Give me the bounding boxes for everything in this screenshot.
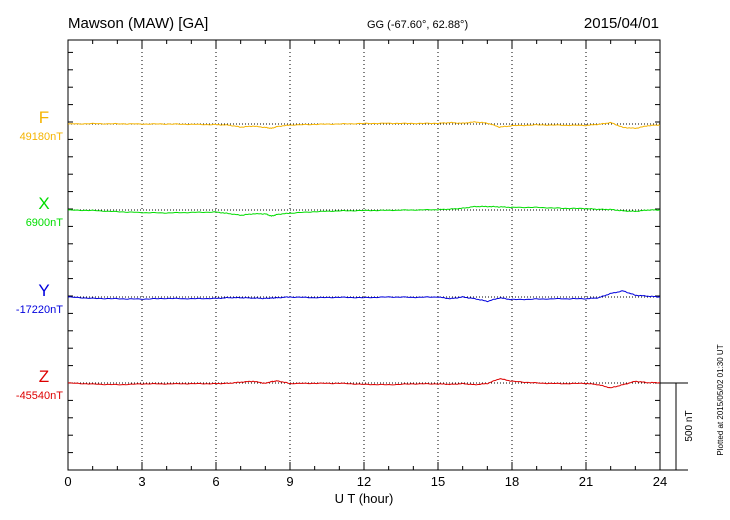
axis-ticks xyxy=(67,40,661,471)
series-lines xyxy=(67,121,661,389)
x-tick-label: 12 xyxy=(357,474,371,489)
plotted-at-note: Plotted at 2015/05/02 01:30 UT xyxy=(716,344,725,455)
x-tick-label: 21 xyxy=(579,474,593,489)
coordinates-label: GG (-67.60°, 62.88°) xyxy=(367,19,468,31)
series-line-y xyxy=(67,290,661,303)
x-tick-label: 15 xyxy=(431,474,445,489)
series-baseline-label-f: 49180nT xyxy=(20,131,64,143)
series-line-x xyxy=(67,205,660,217)
x-tick-label: 9 xyxy=(286,474,293,489)
series-baseline-label-x: 6900nT xyxy=(26,217,64,229)
x-axis-label: U T (hour) xyxy=(335,491,394,506)
series-name-z: Z xyxy=(39,367,49,386)
chart-title: Mawson (MAW) [GA] xyxy=(68,15,208,32)
scale-bar: 500 nT xyxy=(660,382,695,471)
x-tick-label: 3 xyxy=(138,474,145,489)
x-tick-label: 18 xyxy=(505,474,519,489)
series-baseline-label-y: -17220nT xyxy=(16,304,63,316)
x-tick-label: 24 xyxy=(653,474,667,489)
series-labels: F 49180nT X 6900nT Y -17220nT Z -45540nT xyxy=(16,108,63,402)
series-line-z xyxy=(67,378,660,389)
series-name-x: X xyxy=(38,194,49,213)
x-tick-labels: 0 3 6 9 12 15 18 21 24 xyxy=(64,474,667,489)
x-tick-label: 6 xyxy=(212,474,219,489)
grid-lines xyxy=(141,40,587,470)
series-line-f xyxy=(67,121,661,130)
series-name-f: F xyxy=(39,108,49,127)
series-baseline-label-z: -45540nT xyxy=(16,390,63,402)
x-tick-label: 0 xyxy=(64,474,71,489)
series-name-y: Y xyxy=(38,281,49,300)
scale-bar-label: 500 nT xyxy=(684,410,695,441)
date-label: 2015/04/01 xyxy=(584,15,659,32)
